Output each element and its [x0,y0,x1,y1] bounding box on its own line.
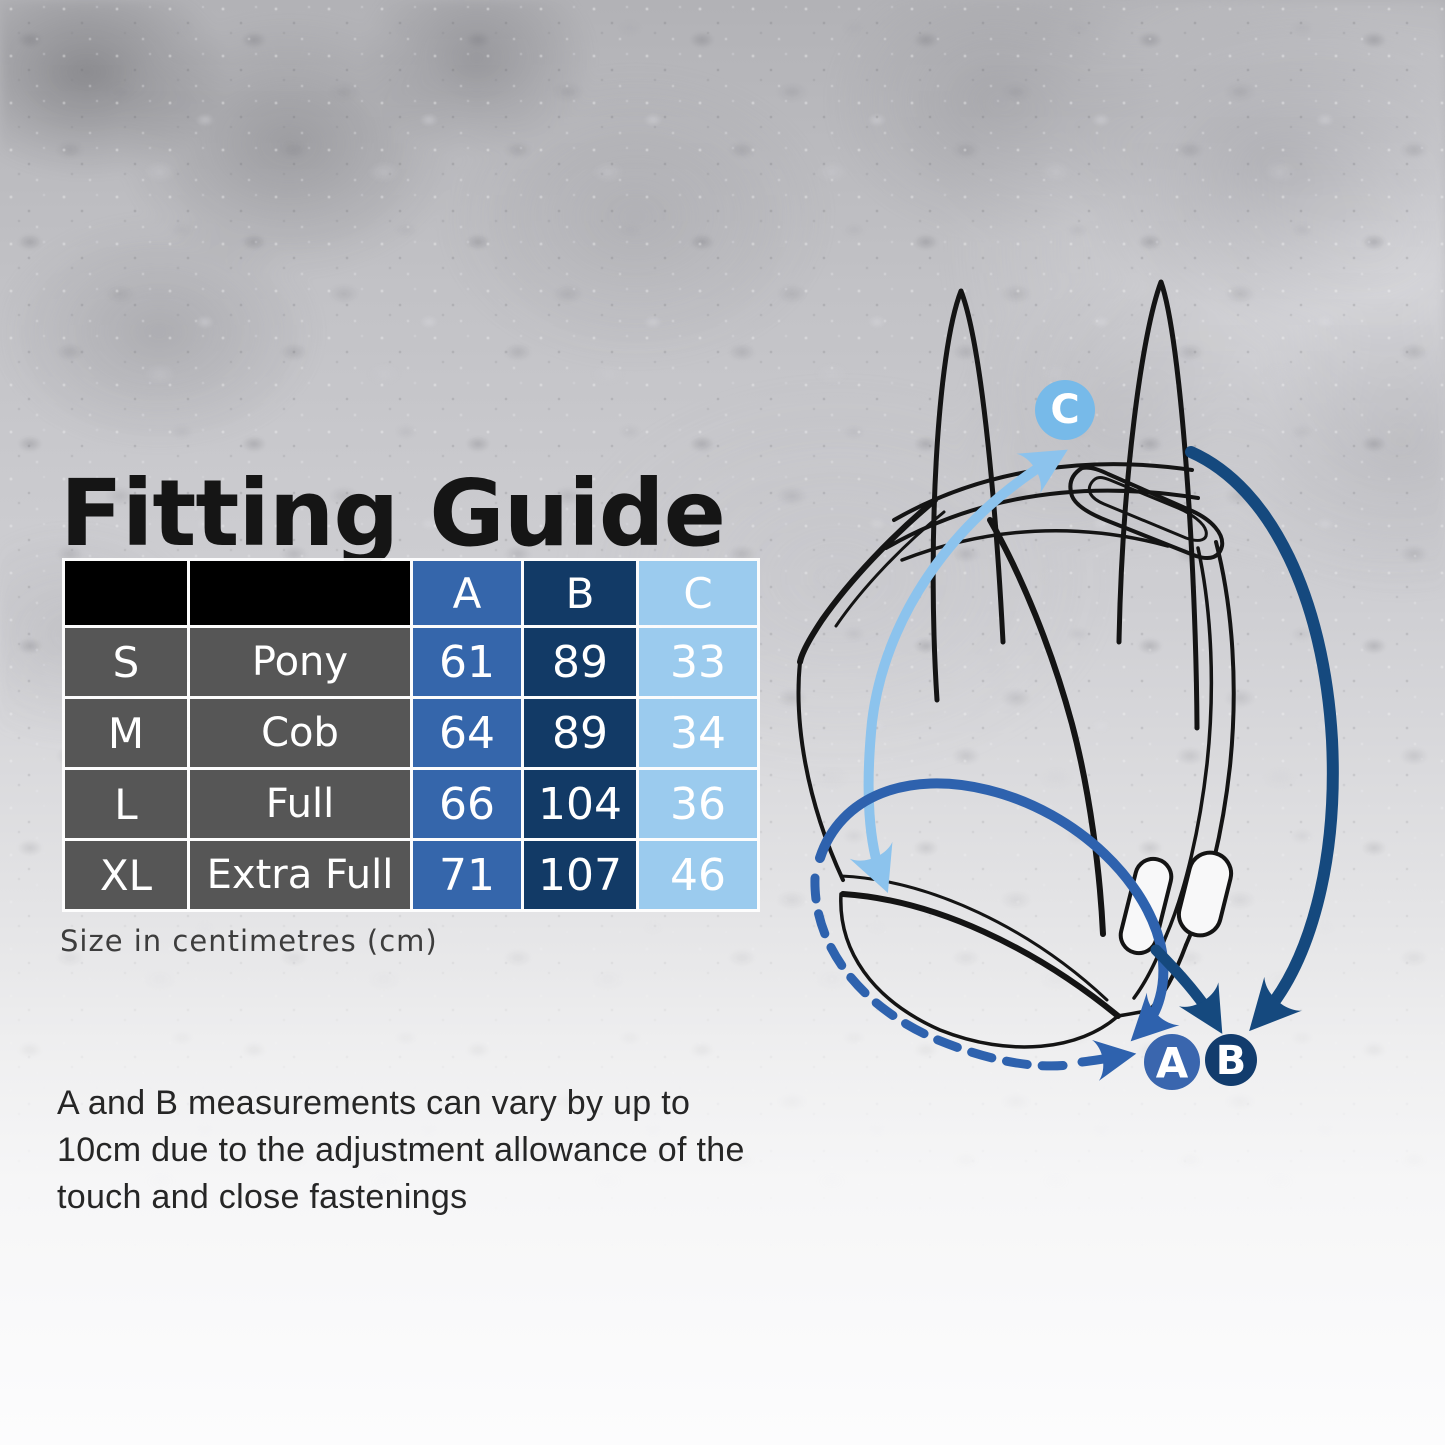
fastener-tab [1176,850,1234,938]
measurement-arrow-b-arc [1185,446,1339,1032]
value-a: 71 [413,841,521,909]
value-a: 66 [413,770,521,838]
forelock-opening-inner [1087,476,1208,542]
bottom-join [1116,1008,1152,1018]
measurement-arrow-a-solid [815,778,1180,1042]
label-circle-b [1205,1034,1257,1086]
fly-mask-diagram: C A B [796,279,1339,1090]
value-c: 33 [639,628,757,696]
row-size-label: M [65,699,187,767]
column-header-a: A [413,561,521,625]
row-size-label: XL [65,841,187,909]
value-a: 64 [413,699,521,767]
measurement-arrow-a-dashed [810,873,1081,1071]
muzzle-bottom-outline [839,892,1120,1049]
left-face-edge [796,660,845,882]
row-size-name: Full [190,770,410,838]
value-a: 61 [413,628,521,696]
measurement-arrow-c [849,449,1068,893]
header-spacer-cell [65,561,187,625]
row-size-label: L [65,770,187,838]
page-title: Fitting Guide [60,459,726,567]
measurement-arrow-b-short [1150,944,1223,1034]
value-b: 104 [524,770,636,838]
size-table: A B C S Pony 61 89 33 M Cob 64 89 34 L F… [62,558,760,912]
column-header-b: B [524,561,636,625]
right-ear [1116,279,1200,731]
row-size-label: S [65,628,187,696]
label-circle-a [1144,1034,1200,1090]
header-spacer-cell [190,561,410,625]
value-b: 89 [524,628,636,696]
row-size-name: Extra Full [190,841,410,909]
forelock-opening-outer [1068,465,1225,560]
column-header-c: C [639,561,757,625]
label-a: A [1156,1039,1189,1088]
label-circle-c [1035,380,1095,440]
label-c: C [1050,387,1079,433]
value-c: 34 [639,699,757,767]
value-c: 36 [639,770,757,838]
unit-note: Size in centimetres (cm) [60,924,438,958]
value-b: 89 [524,699,636,767]
face-seam [987,517,1106,937]
measurement-arrow-a-dashed-tip [1077,1040,1137,1081]
left-cheek-edge [797,497,938,665]
measurement-footnote: A and B measurements can vary by up to 1… [57,1080,745,1221]
label-b: B [1216,1038,1247,1084]
value-b: 107 [524,841,636,909]
value-c: 46 [639,841,757,909]
muzzle-band [840,891,1121,1019]
row-size-name: Cob [190,699,410,767]
footnote-line: A and B measurements can vary by up to [57,1084,691,1122]
row-size-name: Pony [190,628,410,696]
footnote-line: touch and close fastenings [57,1178,468,1216]
footnote-line: 10cm due to the adjustment allowance of … [57,1131,745,1169]
fly-mask-outline [796,279,1236,1049]
